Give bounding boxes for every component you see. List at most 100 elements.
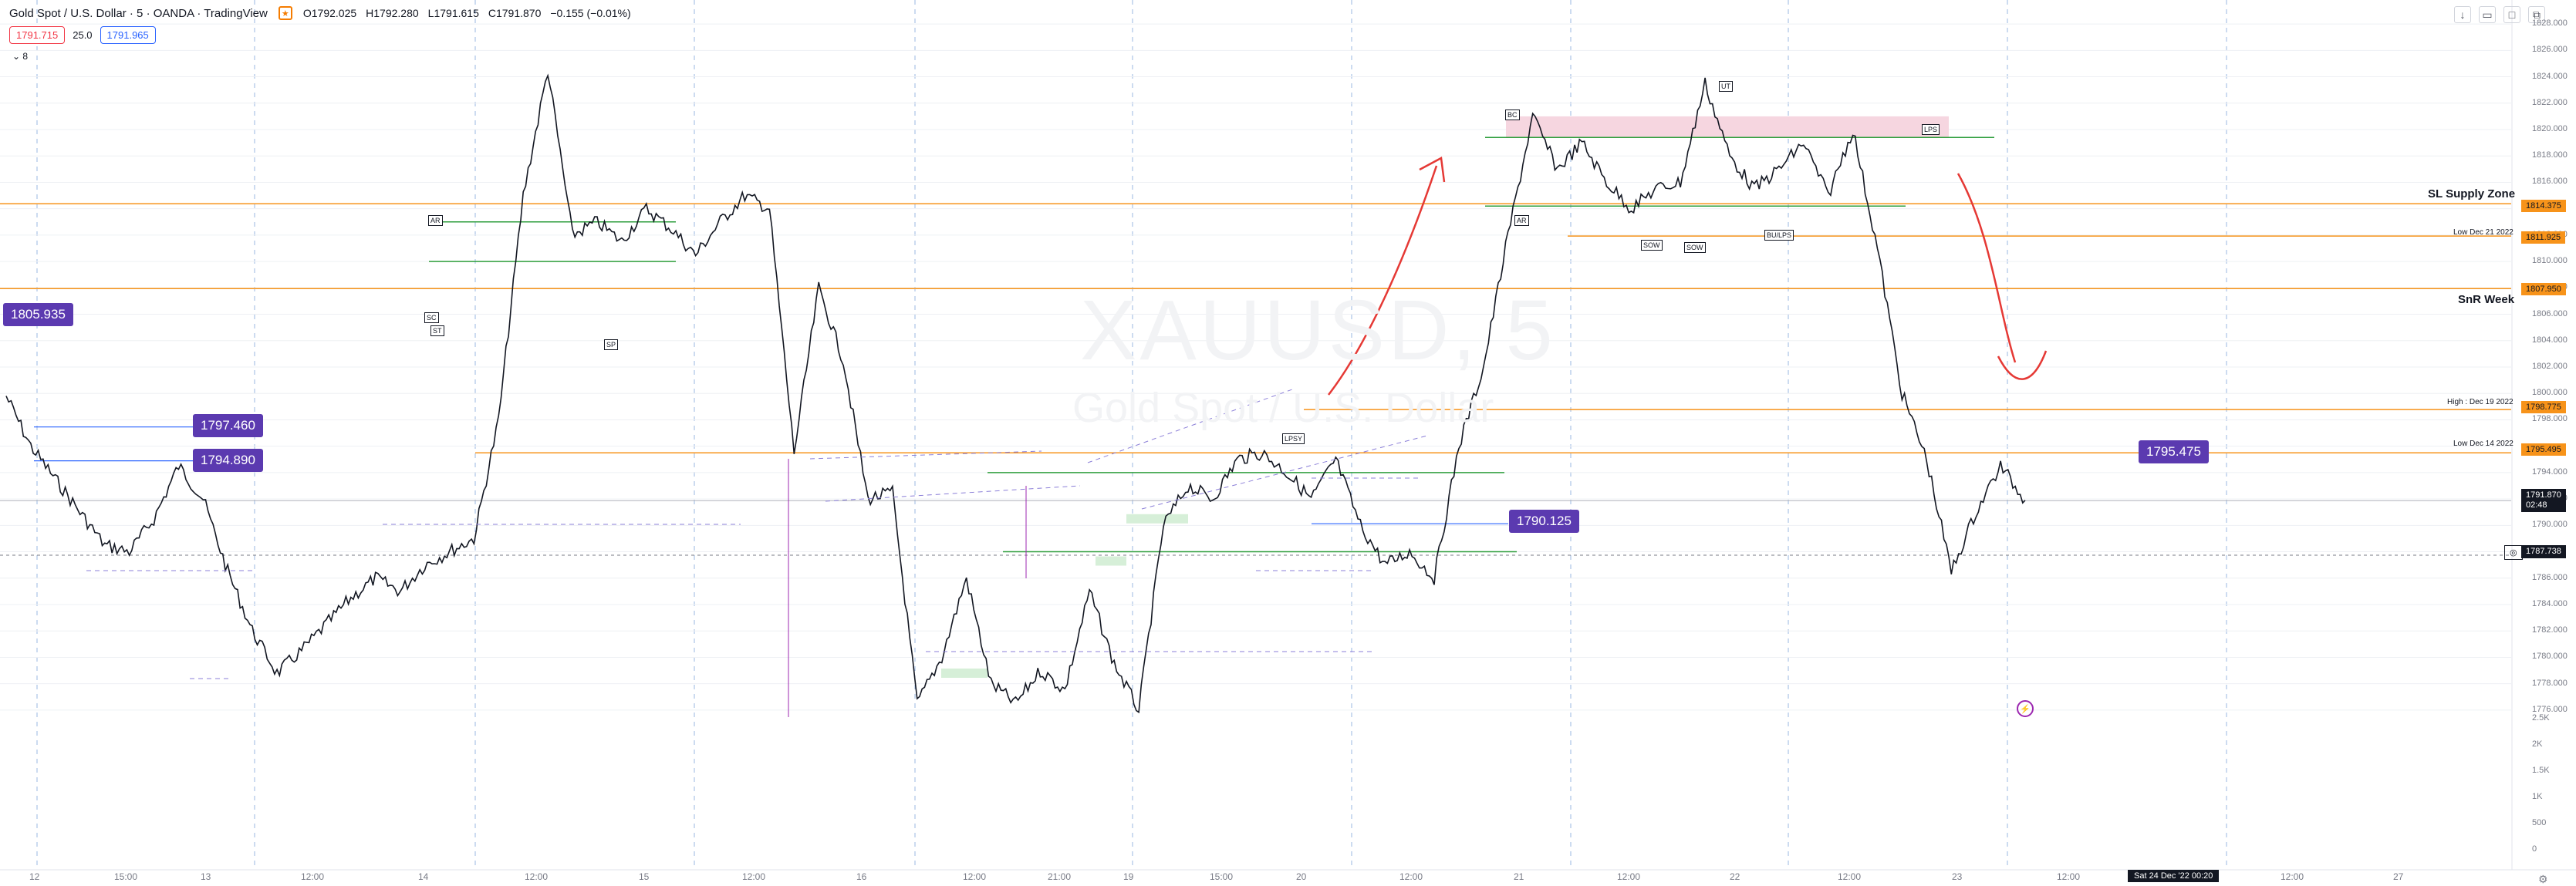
measure-line [788,459,1027,717]
demand-block [941,668,988,678]
bearish-projection-arrow [1956,173,2017,363]
window-controls: ↓ ▭ □ ⧉ [2454,6,2545,23]
price-tick: 1802.000 [2532,362,2568,371]
price-label[interactable]: 1794.890 [193,449,263,472]
spread-value: 25.0 [73,29,93,41]
chevron-down-icon: ⌄ [12,51,21,62]
time-tick: 21 [1514,871,1524,882]
star-icon[interactable]: ★ [278,6,292,20]
price-tick: 1820.000 [2532,124,2568,133]
ohlc-readout: O1792.025 H1792.280 L1791.615 C1791.870 … [303,7,631,19]
price-tick: 1828.000 [2532,19,2568,29]
gear-icon[interactable]: ⚙ [2538,873,2548,885]
layout-icon[interactable]: ⧉ [2528,6,2545,23]
time-tick: 19 [1123,871,1134,882]
price-tick: 1786.000 [2532,572,2568,582]
wyckoff-label[interactable]: SP [604,339,619,350]
symbol-title[interactable]: Gold Spot / U.S. Dollar · 5 · OANDA · Tr… [9,6,268,20]
channel-line [1087,389,1428,510]
alert-icon[interactable]: ⚡ [2017,700,2034,717]
wyckoff-label[interactable]: AR [428,215,443,226]
volume-tick: 1K [2532,792,2543,801]
axis-badge: 1795.495 [2521,443,2566,456]
low-dec21-label[interactable]: Low Dec 21 2022 [2453,228,2514,237]
time-tick: 12:00 [742,871,766,882]
wyckoff-label[interactable]: SOW [1684,242,1706,253]
price-series-line [5,73,2026,714]
price-tick: 1784.000 [2532,599,2568,608]
time-tick: 12 [29,871,40,882]
time-tick: 16 [856,871,867,882]
arrow-down-icon[interactable]: ↓ [2454,6,2471,23]
wyckoff-label[interactable]: AR [1514,215,1529,226]
sl-supply-zone-label[interactable]: SL Supply Zone [2428,187,2516,200]
price-tick: 1822.000 [2532,97,2568,107]
time-tick: 12:00 [2057,871,2081,882]
time-tick: 12:00 [1617,871,1641,882]
price-label[interactable]: 1805.935 [3,303,73,326]
wyckoff-label[interactable]: BU/LPS [1764,230,1794,241]
wyckoff-label[interactable]: SOW [1641,240,1663,251]
time-cursor-badge: Sat 24 Dec '22 00:20 [2128,870,2220,882]
time-tick: 12:00 [2281,871,2304,882]
indicator-count: 8 [22,51,29,62]
dashed-projection [86,450,1420,679]
time-tick: 20 [1296,871,1307,882]
price-label[interactable]: 1790.125 [1509,510,1579,533]
minimize-icon[interactable]: ▭ [2479,6,2496,23]
bar-countdown: 02:48 [2526,500,2547,510]
wyckoff-label[interactable]: BC [1505,109,1520,120]
high-dec19-label[interactable]: High : Dec 19 2022 [2447,398,2514,406]
volume-tick: 0 [2532,844,2537,854]
supply-zone [1506,116,1949,138]
volume-tick: 2.5K [2532,713,2550,723]
snr-week-label[interactable]: SnR Week [2458,293,2515,306]
chart-header: Gold Spot / U.S. Dollar · 5 · OANDA · Tr… [9,6,631,20]
arrowhead [1419,157,1446,183]
time-tick: 21:00 [1048,871,1072,882]
arrowhead [1997,350,2048,380]
ohlc-high: H1792.280 [366,7,419,19]
sell-button[interactable]: 1791.715 [9,26,66,44]
axis-badge: 1811.925 [2521,231,2566,244]
price-tick: 1800.000 [2532,388,2568,398]
price-tick: 1790.000 [2532,520,2568,530]
price-tick: 1818.000 [2532,150,2568,160]
price-tick: 1816.000 [2532,177,2568,187]
axis-badge: 1807.950 [2521,283,2566,295]
low-dec14-label[interactable]: Low Dec 14 2022 [2453,440,2514,448]
wyckoff-label[interactable]: SC [424,312,439,323]
quote-bar: 1791.715 25.0 1791.965 [9,26,156,44]
price-tick: 1794.000 [2532,467,2568,477]
time-tick: 12:00 [1399,871,1423,882]
ohlc-change: −0.155 (−0.01%) [550,7,631,19]
wyckoff-label[interactable]: ST [430,325,444,336]
price-tick: 1824.000 [2532,71,2568,81]
price-tick: 1778.000 [2532,678,2568,688]
price-label[interactable]: 1797.460 [193,414,263,437]
price-label[interactable]: 1795.475 [2139,440,2209,463]
indicators-toggle[interactable]: ⌄ 8 [12,51,28,62]
buy-button[interactable]: 1791.965 [100,26,156,44]
ohlc-low: L1791.615 [427,7,479,19]
ohlc-close: C1791.870 [488,7,542,19]
price-tick: 1806.000 [2532,308,2568,318]
maximize-icon[interactable]: □ [2503,6,2520,23]
wyckoff-label[interactable]: UT [1719,81,1733,92]
time-tick: 15:00 [114,871,138,882]
time-tick: 14 [418,871,429,882]
volume-tick: 500 [2532,818,2547,827]
crosshair-price-badge: 1787.738 [2521,545,2566,559]
time-tick: 15:00 [1210,871,1234,882]
price-tick: 1780.000 [2532,652,2568,662]
last-price: 1791.870 [2526,490,2561,500]
time-tick: 15 [639,871,650,882]
wyckoff-label[interactable]: LPSY [1282,433,1305,444]
target-icon[interactable]: ◎ [2504,545,2523,560]
time-tick: 12:00 [525,871,549,882]
time-tick: 12:00 [301,871,325,882]
axis-badge: 1814.375 [2521,200,2566,212]
drawings-layer [86,157,2048,717]
wyckoff-label[interactable]: LPS [1922,124,1940,135]
